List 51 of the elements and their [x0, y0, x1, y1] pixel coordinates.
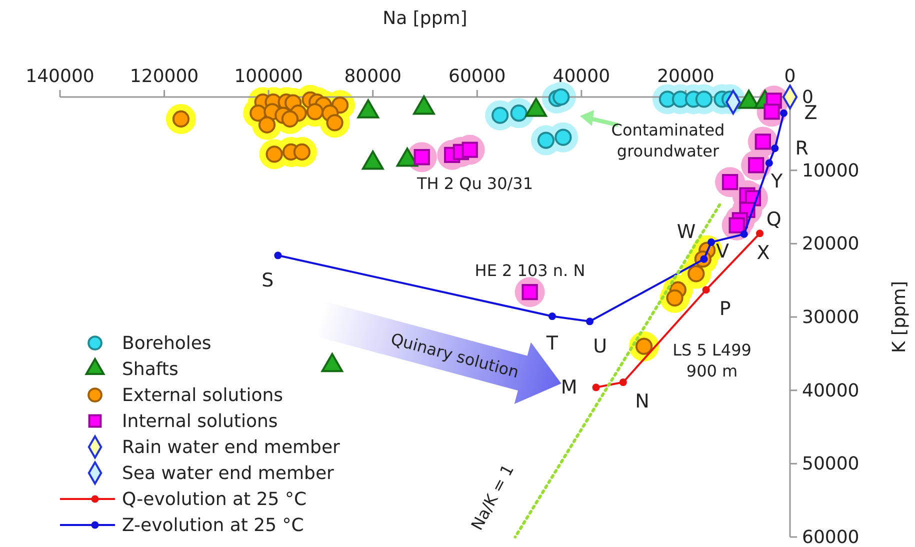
annotation: U: [593, 335, 608, 358]
legend-label: Boreholes: [122, 333, 212, 354]
x-axis-title: Na [ppm]: [382, 8, 468, 29]
y-tick-label: 60000: [802, 527, 860, 547]
x-tick-label: 80000: [344, 66, 402, 87]
point: [619, 378, 627, 386]
annotation: W: [676, 220, 696, 243]
legend-label: Rain water end member: [122, 437, 341, 458]
x-tick-label: 120000: [130, 66, 199, 87]
x-tick-label: 60000: [448, 66, 506, 87]
annotation: M: [560, 376, 578, 398]
legend-label: Shafts: [122, 359, 178, 380]
x-tick-label: 100000: [234, 66, 303, 87]
annotation: Y: [770, 170, 783, 192]
annotation: HE 2 103 n. N: [474, 261, 586, 280]
y-axis-title: K [ppm]: [889, 281, 910, 353]
annotation: TH 2 Qu 30/31: [416, 174, 534, 193]
y-tick-label: 20000: [802, 234, 860, 255]
annotation: P: [719, 298, 731, 320]
legend-label: External solutions: [122, 385, 284, 406]
y-tick-label: 30000: [802, 307, 860, 328]
annotation: LS 5 L499 900 m: [672, 340, 752, 380]
x-tick-label: 20000: [657, 66, 714, 87]
x-tick-label: 140000: [26, 66, 94, 87]
point: [274, 252, 282, 260]
legend-label: Q-evolution at 25 °C: [122, 489, 307, 510]
legend-label: Z-evolution at 25 °C: [122, 515, 304, 536]
legend-label: Internal solutions: [122, 411, 278, 432]
y-tick-label: 10000: [802, 160, 860, 182]
annotation: X: [756, 242, 770, 264]
x-tick-label: 0: [784, 66, 796, 87]
point: [548, 312, 556, 320]
point: [756, 230, 764, 238]
annotation: T: [545, 332, 558, 354]
annotation: Contaminated groundwater: [611, 120, 725, 160]
y-tick-label: 40000: [802, 380, 860, 402]
point: [740, 230, 748, 238]
annotation: S: [262, 269, 274, 292]
point: [586, 318, 594, 326]
x-tick-label: 40000: [552, 66, 610, 87]
point: [765, 159, 773, 167]
point: [771, 144, 779, 152]
point: [702, 286, 710, 294]
y-tick-label: 50000: [802, 454, 860, 475]
legend-label: Sea water end member: [122, 463, 335, 484]
point: [707, 238, 716, 246]
annotation: N: [635, 390, 650, 412]
point: [592, 384, 600, 392]
annotation: Q: [766, 208, 782, 230]
annotation: R: [795, 137, 808, 160]
point: [780, 109, 788, 117]
